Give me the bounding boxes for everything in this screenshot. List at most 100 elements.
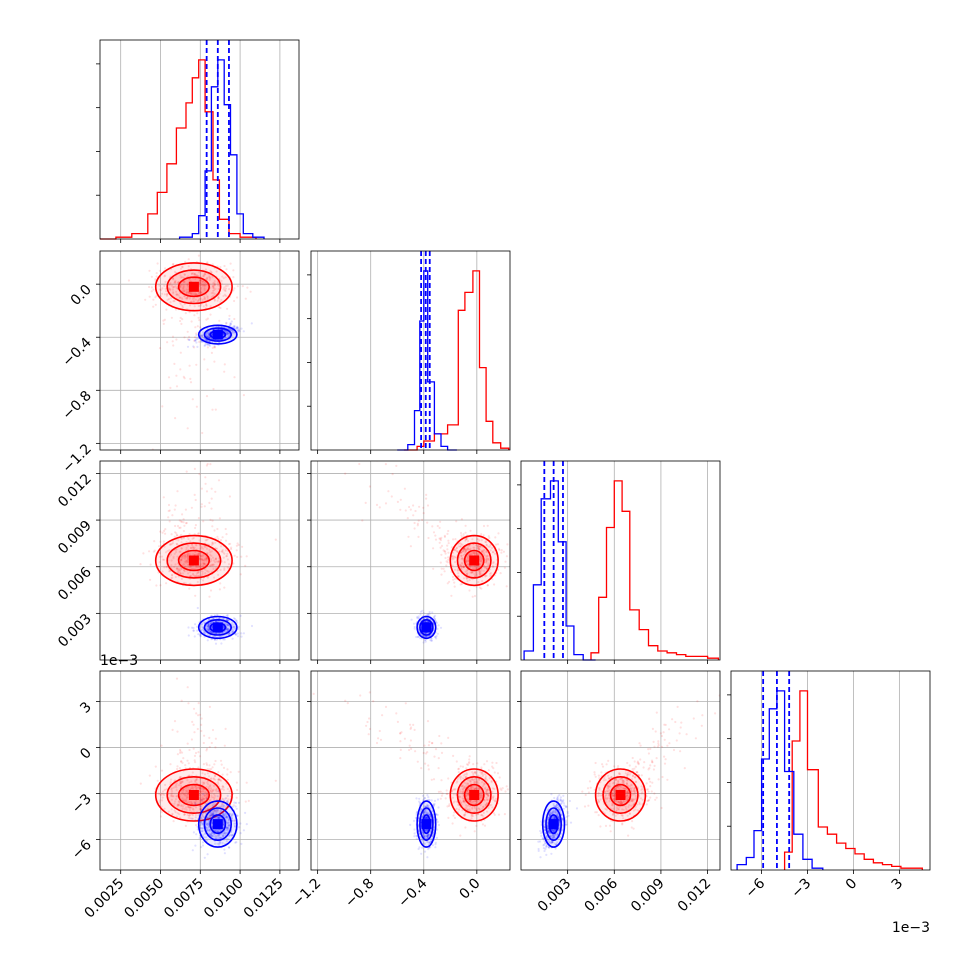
sample-point bbox=[203, 559, 206, 562]
sample-point bbox=[182, 556, 185, 559]
sample-point bbox=[206, 296, 209, 299]
sample-point bbox=[461, 565, 464, 568]
sample-point bbox=[167, 666, 169, 668]
sample-point bbox=[318, 666, 320, 668]
sample-point bbox=[155, 272, 158, 275]
sample-point bbox=[433, 616, 436, 619]
sample-point bbox=[484, 540, 487, 543]
sample-point bbox=[488, 545, 491, 548]
sample-point bbox=[186, 554, 189, 557]
sample-point bbox=[484, 550, 487, 553]
sample-point bbox=[495, 761, 498, 765]
sample-point bbox=[209, 784, 212, 787]
sample-point bbox=[197, 532, 200, 535]
sample-point bbox=[506, 543, 509, 546]
panel-2-0 bbox=[96, 460, 300, 664]
sample-point bbox=[172, 557, 175, 560]
sample-point bbox=[198, 755, 202, 758]
sample-point bbox=[241, 285, 244, 288]
sample-point bbox=[201, 333, 204, 336]
sample-point bbox=[203, 734, 206, 737]
sample-point bbox=[487, 558, 490, 561]
sample-point bbox=[496, 543, 500, 546]
sample-point bbox=[168, 543, 171, 546]
sample-point bbox=[197, 553, 200, 556]
sample-point bbox=[203, 631, 206, 634]
sample-point bbox=[183, 377, 186, 380]
sample-point bbox=[229, 323, 232, 326]
sample-point bbox=[486, 557, 490, 560]
sample-point bbox=[203, 273, 206, 276]
sample-point bbox=[177, 294, 180, 297]
sample-point bbox=[228, 334, 231, 337]
panels-layer bbox=[96, 39, 931, 874]
sample-point bbox=[368, 485, 371, 488]
sample-point bbox=[205, 547, 209, 550]
sample-point bbox=[163, 284, 166, 287]
sample-point bbox=[168, 549, 171, 552]
sample-point bbox=[197, 532, 200, 535]
sample-point bbox=[154, 303, 157, 306]
sample-point bbox=[169, 289, 172, 292]
sample-point bbox=[479, 545, 482, 548]
sample-point bbox=[164, 532, 167, 535]
sample-point bbox=[461, 557, 464, 560]
sample-point bbox=[226, 331, 229, 334]
sample-point bbox=[236, 328, 239, 331]
sample-point bbox=[228, 317, 231, 321]
panel-2-2 bbox=[517, 460, 721, 664]
sample-point bbox=[487, 535, 490, 538]
sample-point bbox=[439, 797, 442, 800]
sample-point bbox=[225, 614, 228, 617]
sample-point bbox=[238, 826, 241, 829]
sample-point bbox=[205, 747, 209, 750]
sample-point bbox=[170, 553, 173, 556]
sample-point bbox=[196, 274, 199, 277]
sample-point bbox=[191, 572, 194, 575]
sample-point bbox=[187, 702, 190, 705]
sample-point bbox=[197, 291, 201, 294]
sample-point bbox=[214, 287, 217, 290]
sample-point bbox=[210, 507, 213, 510]
sample-point bbox=[207, 627, 210, 630]
sample-point bbox=[462, 565, 465, 568]
sample-point bbox=[165, 582, 168, 585]
sample-point bbox=[462, 566, 465, 569]
sample-point bbox=[481, 823, 484, 826]
sample-point bbox=[428, 740, 431, 743]
sample-point bbox=[191, 546, 194, 550]
sample-point bbox=[464, 549, 467, 552]
sample-point bbox=[214, 560, 217, 564]
sample-point bbox=[183, 273, 186, 276]
sample-point bbox=[483, 824, 487, 827]
sample-point bbox=[232, 276, 235, 279]
sample-point bbox=[170, 574, 174, 577]
sample-point bbox=[150, 286, 153, 289]
sample-point bbox=[286, 645, 288, 647]
sample-point bbox=[444, 556, 447, 560]
sample-point bbox=[171, 541, 174, 545]
sample-point bbox=[207, 333, 210, 336]
sample-point bbox=[461, 543, 464, 546]
sample-point bbox=[169, 543, 172, 546]
sample-point bbox=[487, 545, 490, 548]
sample-point bbox=[226, 773, 229, 776]
sample-point bbox=[226, 333, 229, 336]
sample-point bbox=[186, 330, 189, 333]
sample-point bbox=[195, 332, 198, 335]
sample-point bbox=[212, 635, 215, 638]
sample-point bbox=[244, 811, 247, 814]
sample-point bbox=[181, 266, 184, 269]
sample-point bbox=[223, 638, 226, 641]
sample-point bbox=[173, 280, 176, 283]
sample-point bbox=[158, 288, 161, 291]
sample-point bbox=[466, 547, 469, 550]
sample-point bbox=[179, 572, 183, 576]
sample-point bbox=[430, 639, 433, 642]
sample-point bbox=[473, 551, 476, 554]
sample-point bbox=[447, 556, 450, 559]
sample-point bbox=[186, 558, 189, 561]
sample-point bbox=[178, 569, 182, 572]
sample-point bbox=[176, 730, 179, 733]
sample-point bbox=[207, 336, 211, 339]
